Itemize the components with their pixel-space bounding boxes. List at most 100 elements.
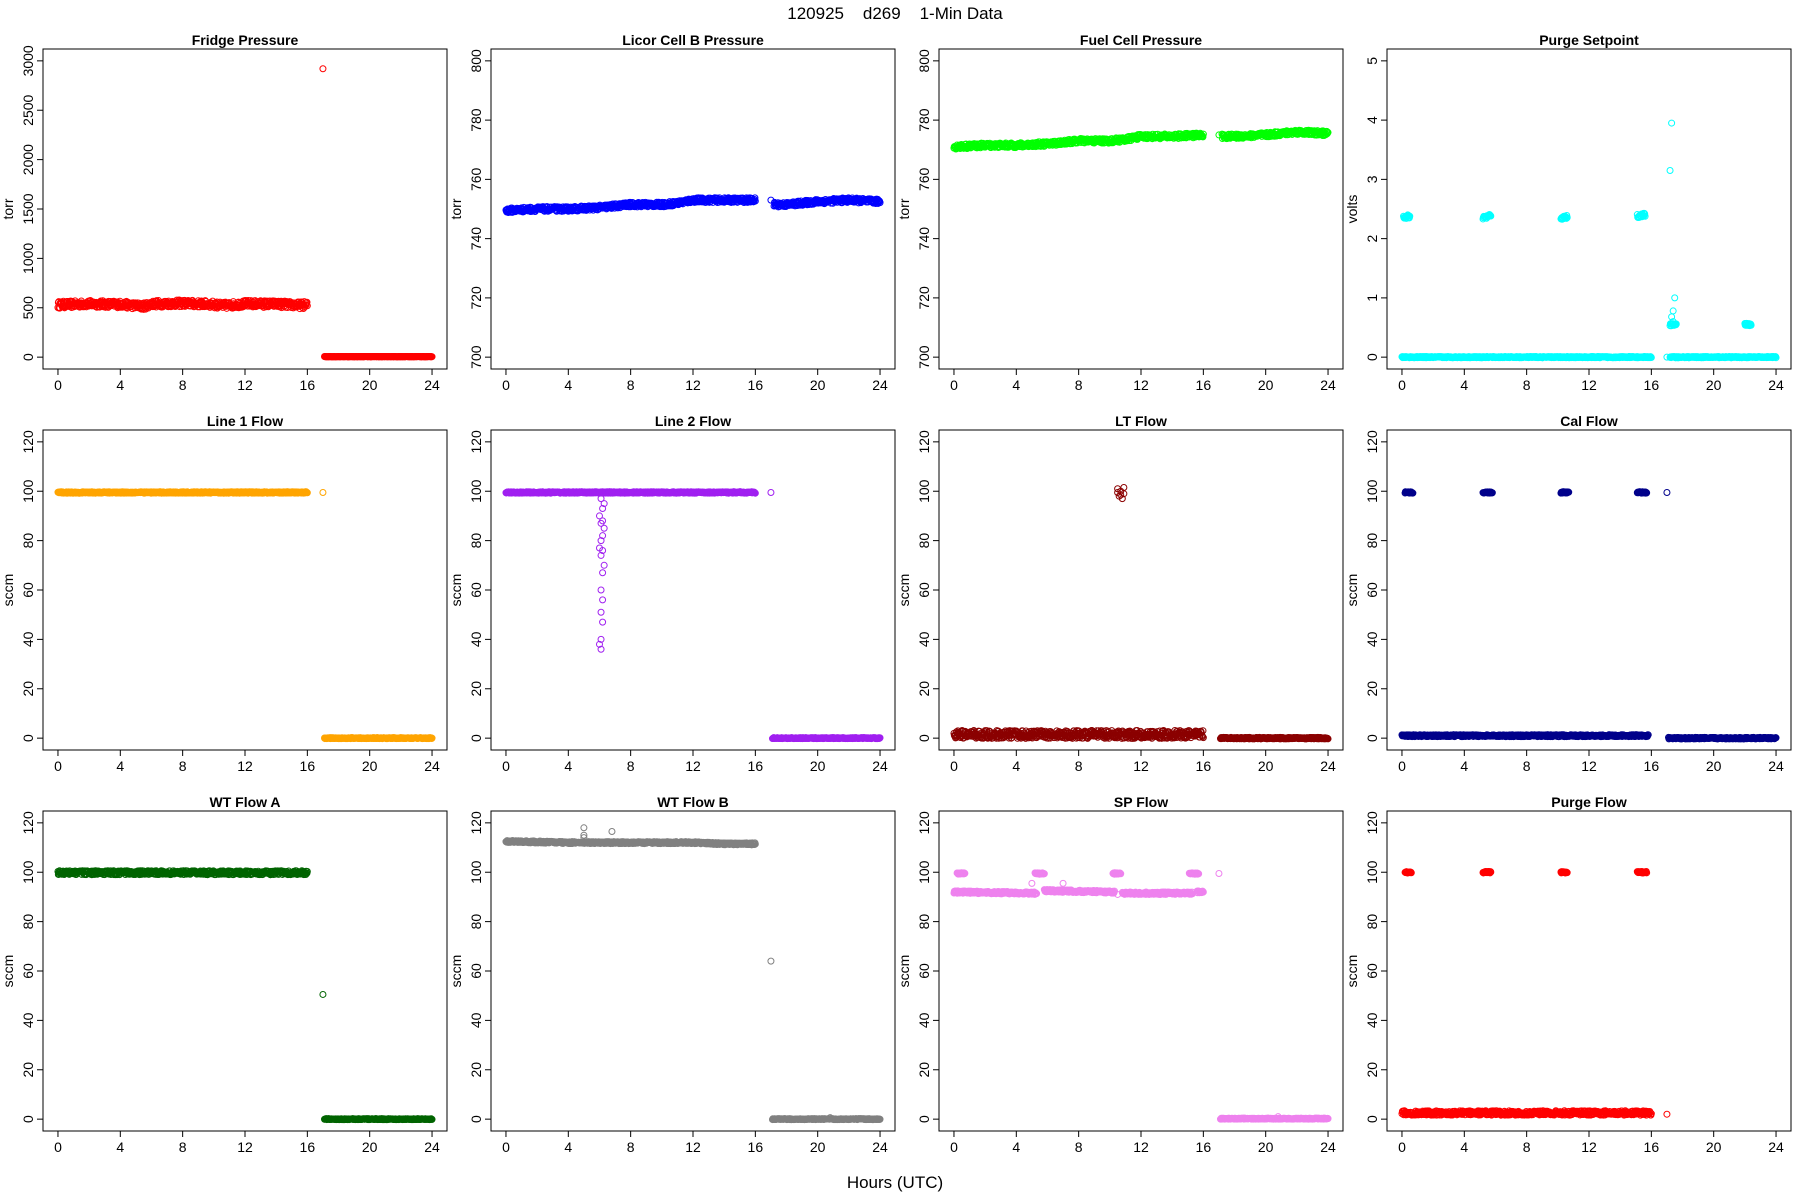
x-tick-label: 0 xyxy=(54,377,62,393)
x-tick-label: 12 xyxy=(237,758,253,774)
y-tick-label: 0 xyxy=(20,353,36,361)
panel-title: Line 2 Flow xyxy=(655,413,731,429)
y-tick-label: 0 xyxy=(1364,353,1380,361)
y-tick-label: 1 xyxy=(1364,294,1380,302)
y-tick-label: 2 xyxy=(1364,235,1380,243)
x-tick-label: 12 xyxy=(685,758,701,774)
x-tick-label: 8 xyxy=(179,377,187,393)
x-tick-label: 24 xyxy=(872,758,888,774)
panel-title: Fuel Cell Pressure xyxy=(1080,32,1202,48)
x-tick-label: 8 xyxy=(1075,377,1083,393)
y-tick-label: 20 xyxy=(468,681,484,697)
y-tick-label: 100 xyxy=(20,479,36,503)
x-tick-label: 16 xyxy=(1644,377,1660,393)
panel-title: Purge Setpoint xyxy=(1539,32,1639,48)
data-point xyxy=(303,298,311,306)
y-axis-label: torr xyxy=(896,198,912,219)
x-tick-label: 16 xyxy=(300,377,316,393)
outlier-point xyxy=(1666,166,1674,174)
x-tick-label: 16 xyxy=(748,758,764,774)
y-tick-label: 100 xyxy=(468,479,484,503)
y-tick-label: 3000 xyxy=(20,45,36,76)
y-tick-label: 740 xyxy=(916,227,932,251)
x-tick-label: 0 xyxy=(502,758,510,774)
outlier-point xyxy=(319,488,327,496)
panel-title: Line 1 Flow xyxy=(207,413,283,429)
y-tick-label: 500 xyxy=(20,296,36,320)
outlier-point xyxy=(319,65,327,73)
y-tick-label: 760 xyxy=(916,167,932,191)
data-points xyxy=(502,194,884,217)
x-tick-label: 4 xyxy=(564,758,572,774)
y-axis-label: sccm xyxy=(0,574,16,607)
figure-title: 120925 d269 1-Min Data xyxy=(787,4,1003,23)
x-tick-label: 0 xyxy=(1398,377,1406,393)
y-tick-label: 120 xyxy=(20,430,36,454)
x-tick-label: 4 xyxy=(116,758,124,774)
x-tick-label: 8 xyxy=(627,377,635,393)
y-tick-label: 80 xyxy=(468,533,484,549)
x-tick-label: 12 xyxy=(1581,377,1597,393)
x-tick-label: 0 xyxy=(54,758,62,774)
plot-frame xyxy=(490,429,896,751)
y-tick-label: 720 xyxy=(916,286,932,310)
x-tick-label: 4 xyxy=(564,377,572,393)
x-tick-label: 20 xyxy=(362,377,378,393)
plot-frame xyxy=(1386,48,1792,370)
data-points xyxy=(950,126,1332,153)
data-points xyxy=(54,488,436,743)
y-tick-label: 740 xyxy=(468,227,484,251)
x-tick-label: 8 xyxy=(179,758,187,774)
data-points xyxy=(1398,119,1780,362)
y-tick-label: 0 xyxy=(468,734,484,742)
x-tick-label: 24 xyxy=(872,377,888,393)
y-tick-label: 40 xyxy=(20,631,36,647)
x-tick-label: 24 xyxy=(1768,377,1784,393)
x-tick-label: 20 xyxy=(810,377,826,393)
plot-frame xyxy=(42,429,448,751)
x-tick-label: 20 xyxy=(1258,377,1274,393)
data-points xyxy=(54,65,436,361)
x-tick-label: 24 xyxy=(1320,377,1336,393)
y-tick-label: 4 xyxy=(1364,116,1380,124)
y-tick-label: 80 xyxy=(20,533,36,549)
y-tick-label: 60 xyxy=(20,582,36,598)
x-tick-label: 16 xyxy=(1196,377,1212,393)
y-tick-label: 800 xyxy=(468,49,484,73)
y-tick-label: 800 xyxy=(916,49,932,73)
y-tick-label: 5 xyxy=(1364,57,1380,65)
outlier-point xyxy=(1671,294,1679,302)
y-tick-label: 700 xyxy=(916,345,932,369)
x-tick-label: 12 xyxy=(685,377,701,393)
y-tick-label: 700 xyxy=(468,345,484,369)
x-tick-label: 20 xyxy=(362,758,378,774)
x-tick-label: 20 xyxy=(1706,377,1722,393)
y-tick-label: 2500 xyxy=(20,94,36,125)
y-tick-label: 1500 xyxy=(20,193,36,224)
x-tick-label: 8 xyxy=(627,758,635,774)
x-tick-label: 20 xyxy=(810,758,826,774)
outlier-point xyxy=(1669,307,1677,315)
x-tick-label: 0 xyxy=(502,377,510,393)
panel-title: Fridge Pressure xyxy=(192,32,299,48)
data-points xyxy=(502,488,884,743)
figure-xlabel: Hours (UTC) xyxy=(847,1173,943,1192)
x-tick-label: 4 xyxy=(1012,377,1020,393)
y-tick-label: 760 xyxy=(468,167,484,191)
y-axis-label: torr xyxy=(448,198,464,219)
y-axis-label: volts xyxy=(1344,195,1360,224)
y-tick-label: 40 xyxy=(468,631,484,647)
x-tick-label: 16 xyxy=(300,758,316,774)
y-tick-label: 2000 xyxy=(20,144,36,175)
x-tick-label: 4 xyxy=(116,377,124,393)
panel-title: Licor Cell B Pressure xyxy=(622,32,764,48)
x-tick-label: 12 xyxy=(237,377,253,393)
x-tick-label: 8 xyxy=(1523,377,1531,393)
data-point xyxy=(303,302,311,310)
